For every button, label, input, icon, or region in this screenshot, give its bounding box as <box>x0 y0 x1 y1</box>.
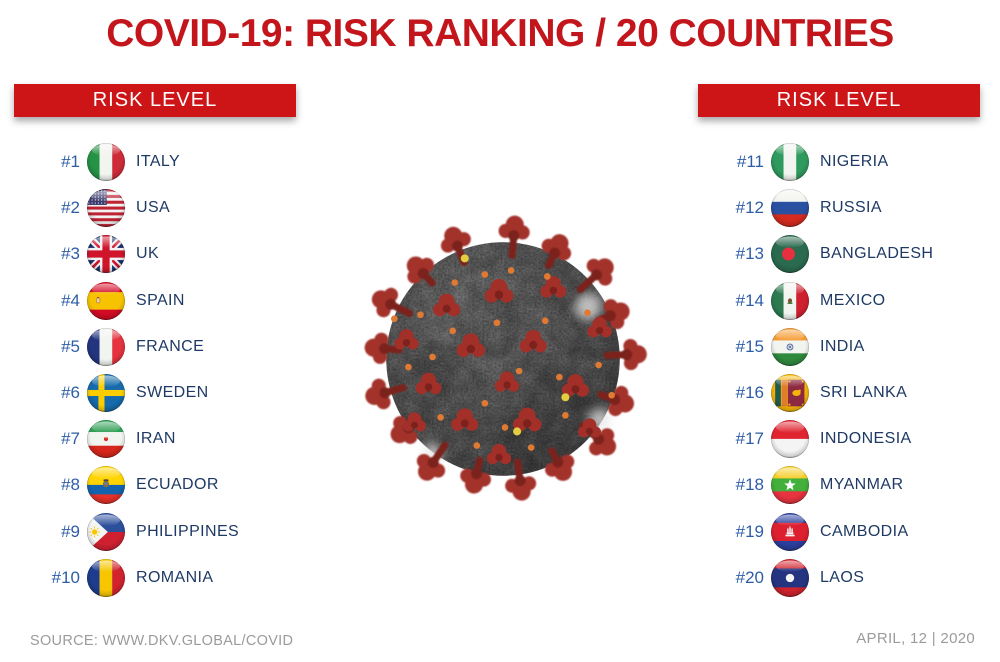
country-name: SPAIN <box>136 291 185 309</box>
flag-icon-mexico <box>771 281 809 320</box>
rank-label: #1 <box>61 152 80 172</box>
flag-icon-cambodia <box>771 512 809 551</box>
country-name: SRI LANKA <box>820 384 908 402</box>
rank-label: #12 <box>735 198 764 218</box>
rank-label: #7 <box>61 429 80 449</box>
coronavirus-image <box>342 196 664 522</box>
rank-label: #3 <box>61 244 80 264</box>
rank-label: #10 <box>51 567 80 587</box>
rank-label: #6 <box>61 383 80 403</box>
country-name: CAMBODIA <box>820 522 909 540</box>
rank-label: #19 <box>735 521 764 541</box>
rank-label: #5 <box>61 336 80 356</box>
country-row: #11 NIGERIA <box>698 139 1000 185</box>
date-text: APRIL, 12 | 2020 <box>856 630 975 647</box>
country-name: MYANMAR <box>820 476 904 494</box>
flag-icon-romania <box>87 558 125 597</box>
country-name: LAOS <box>820 568 865 586</box>
country-name: NIGERIA <box>820 153 889 171</box>
country-row: #15 INDIA <box>698 324 1000 370</box>
country-row: #2 USA <box>14 185 324 231</box>
page-title: COVID-19: RISK RANKING / 20 COUNTRIES <box>106 12 894 55</box>
country-row: #14 MEXICO <box>698 278 1000 324</box>
country-row: #3 UK <box>14 231 324 277</box>
country-row: #18 MYANMAR <box>698 462 1000 508</box>
country-name: FRANCE <box>136 337 205 355</box>
flag-icon-usa <box>87 189 125 228</box>
flag-icon-ecuador <box>87 466 125 505</box>
flag-icon-myanmar <box>771 466 809 505</box>
flag-icon-bangladesh <box>771 235 809 274</box>
country-name: ITALY <box>136 153 181 171</box>
country-name: IRAN <box>136 430 176 448</box>
country-name: UK <box>136 245 160 263</box>
rank-label: #2 <box>61 198 80 218</box>
rank-label: #8 <box>61 475 80 495</box>
country-row: #19 CAMBODIA <box>698 509 1000 555</box>
risk-level-banner-left-label: RISK LEVEL <box>92 89 218 111</box>
rank-label: #18 <box>735 475 764 495</box>
country-row: #12 RUSSIA <box>698 185 1000 231</box>
flag-icon-russia <box>771 189 809 228</box>
rank-label: #17 <box>735 429 764 449</box>
country-row: #16 SRI LANKA <box>698 370 1000 416</box>
country-name: BANGLADESH <box>820 245 934 263</box>
country-name: RUSSIA <box>820 199 882 217</box>
country-name: USA <box>136 199 171 217</box>
rank-label: #20 <box>735 567 764 587</box>
country-row: #8 ECUADOR <box>14 462 324 508</box>
country-list-left: #1 ITALY #2 USA #3 UK #4 SPAIN #5 FRANCE #6 SWEDEN #… <box>14 139 324 601</box>
country-row: #1 ITALY <box>14 139 324 185</box>
risk-level-banner-right-label: RISK LEVEL <box>776 89 902 111</box>
flag-icon-philippines <box>87 512 125 551</box>
country-row: #4 SPAIN <box>14 278 324 324</box>
rank-label: #16 <box>735 383 764 403</box>
flag-icon-spain <box>87 281 125 320</box>
country-name: SWEDEN <box>136 384 209 402</box>
rank-label: #11 <box>736 152 764 172</box>
country-row: #13 BANGLADESH <box>698 231 1000 277</box>
risk-level-banner-left: RISK LEVEL <box>14 84 296 117</box>
country-row: #10 ROMANIA <box>14 555 324 601</box>
country-name: PHILIPPINES <box>136 522 240 540</box>
country-name: INDIA <box>820 337 865 355</box>
country-name: MEXICO <box>820 291 886 309</box>
flag-icon-sweden <box>87 374 125 413</box>
country-row: #20 LAOS <box>698 555 1000 601</box>
flag-icon-laos <box>771 558 809 597</box>
country-row: #17 INDONESIA <box>698 416 1000 462</box>
rank-label: #4 <box>61 290 80 310</box>
country-name: ECUADOR <box>136 476 219 494</box>
country-list-right: #11 NIGERIA #12 RUSSIA #13 BANGLADESH #14 MEXIC… <box>698 139 1000 601</box>
flag-icon-indonesia <box>771 420 809 459</box>
country-row: #7 IRAN <box>14 416 324 462</box>
country-row: #9 PHILIPPINES <box>14 509 324 555</box>
flag-icon-italy <box>87 143 125 182</box>
rank-label: #9 <box>61 521 80 541</box>
flag-icon-iran <box>87 420 125 459</box>
rank-label: #13 <box>735 244 764 264</box>
risk-level-banner-right: RISK LEVEL <box>698 84 980 117</box>
country-name: ROMANIA <box>136 568 214 586</box>
flag-icon-nigeria <box>771 143 809 182</box>
flag-icon-india <box>771 327 809 366</box>
country-row: #6 SWEDEN <box>14 370 324 416</box>
rank-label: #15 <box>735 336 764 356</box>
flag-icon-srilanka <box>771 374 809 413</box>
source-text: SOURCE: WWW.DKV.GLOBAL/COVID <box>30 633 294 649</box>
flag-icon-uk <box>87 235 125 274</box>
country-name: INDONESIA <box>820 430 912 448</box>
flag-icon-france <box>87 327 125 366</box>
country-row: #5 FRANCE <box>14 324 324 370</box>
rank-label: #14 <box>735 290 764 310</box>
